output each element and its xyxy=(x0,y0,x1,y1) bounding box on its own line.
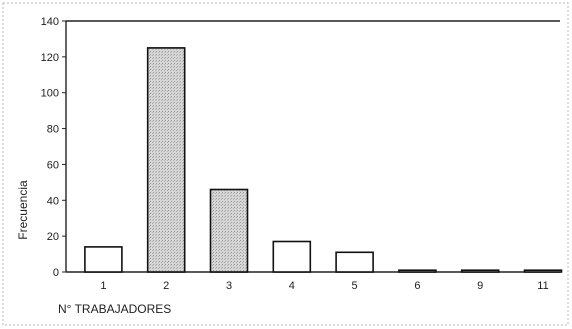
y-tick-label: 40 xyxy=(47,195,59,207)
bar-6 xyxy=(398,269,437,273)
x-tick-label: 5 xyxy=(352,280,358,292)
y-tick-label: 80 xyxy=(47,124,59,136)
x-tick-label: 2 xyxy=(163,280,169,292)
bar-1 xyxy=(84,246,123,273)
x-tick-label: 9 xyxy=(477,280,483,292)
x-tick-label: 6 xyxy=(414,280,420,292)
x-axis: 1 2 3 4 5 6 9 11 xyxy=(66,271,560,292)
x-tick-label: 11 xyxy=(537,280,548,292)
y-axis: 0 20 40 60 80 100 120 140 xyxy=(41,16,560,279)
y-tick-label: 20 xyxy=(47,231,59,243)
bars-group xyxy=(84,47,563,273)
y-axis-title: Frecuencia xyxy=(16,180,30,240)
bar-2 xyxy=(146,47,186,273)
y-tick-label: 100 xyxy=(41,88,59,100)
bar-3 xyxy=(209,188,249,273)
x-tick-label: 1 xyxy=(100,280,106,292)
bar-11 xyxy=(523,269,563,273)
y-tick-label: 60 xyxy=(47,159,59,171)
x-axis-title: N° TRABAJADORES xyxy=(58,302,171,316)
bar-4 xyxy=(272,240,312,273)
y-tick-label: 140 xyxy=(41,16,59,28)
bar-5 xyxy=(335,251,374,273)
y-tick-label: 0 xyxy=(53,267,59,279)
x-tick-label: 4 xyxy=(289,280,295,292)
bar-9 xyxy=(460,269,500,273)
y-tick-label: 120 xyxy=(41,52,59,64)
x-tick-label: 3 xyxy=(226,280,232,292)
chart-frame xyxy=(2,2,569,326)
